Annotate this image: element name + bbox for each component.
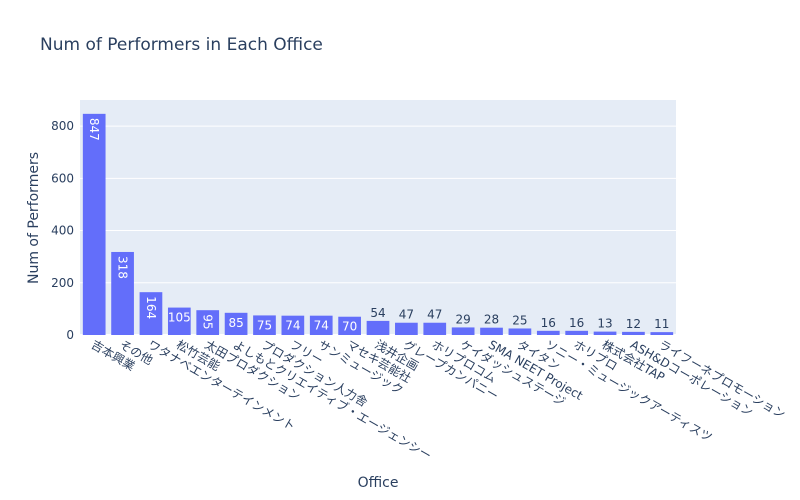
x-axis-ticks: 吉本興業その他ワタナベエンターテインメント松竹芸能太田プロダクションよしもとクリ… [89,337,788,463]
y-tick-label: 600 [51,171,74,185]
bar [338,316,361,335]
bar [593,331,617,335]
bar [650,332,674,335]
bar [451,327,475,335]
bar [395,322,418,335]
y-axis-ticks: 0 200 400 600 800 [51,119,74,342]
bar-value-label: 47 [399,308,414,322]
bar-value-label: 28 [484,313,499,327]
bar [253,315,276,335]
bar [622,331,645,335]
bars [82,113,674,335]
bar [565,330,589,335]
bar [480,327,503,335]
bar [508,328,532,335]
bar-value-label: 16 [569,316,584,330]
bar-value-label: 105 [168,311,191,325]
bar [139,292,163,335]
bar [196,310,220,335]
bar-value-label: 13 [597,317,612,331]
y-tick-label: 0 [66,328,74,342]
plot-area [80,100,676,335]
x-tick-label: ライフーネプロモーション [656,337,788,421]
bar-value-label: 75 [257,318,272,332]
bar-value-label: 847 [87,118,101,141]
bar [167,307,191,335]
bar-value-label: 16 [541,316,556,330]
bar [82,113,106,335]
bar-value-label: 164 [144,296,158,319]
bar-value-label: 12 [626,317,641,331]
y-tick-label: 400 [51,224,74,238]
bar [536,330,560,335]
bar-value-label: 85 [228,316,243,330]
y-tick-label: 800 [51,119,74,133]
bar [281,315,305,335]
bar-value-label: 25 [512,313,527,327]
data-labels: 847 318 164 105 95 85 75 74 74 70 54 47 47 29 28 25 16 16… [87,118,669,334]
bar-value-label: 29 [456,312,471,326]
bar-value-label: 74 [314,319,329,333]
bar [111,251,134,335]
y-tick-label: 200 [51,276,74,290]
bar [309,315,333,335]
bar-value-label: 47 [427,308,442,322]
bar-value-label: 318 [116,256,130,279]
bar [366,320,390,335]
bar-value-label: 54 [370,306,385,320]
bar-value-label: 70 [342,320,357,334]
y-axis-title: Num of Performers [26,152,42,284]
bar-value-label: 11 [654,317,669,331]
bar [423,322,447,335]
bar [224,312,248,335]
bar-value-label: 95 [201,314,215,329]
x-axis-title: Office [358,475,399,491]
bar-value-label: 74 [285,319,300,333]
chart-title: Num of Performers in Each Office [40,35,323,55]
